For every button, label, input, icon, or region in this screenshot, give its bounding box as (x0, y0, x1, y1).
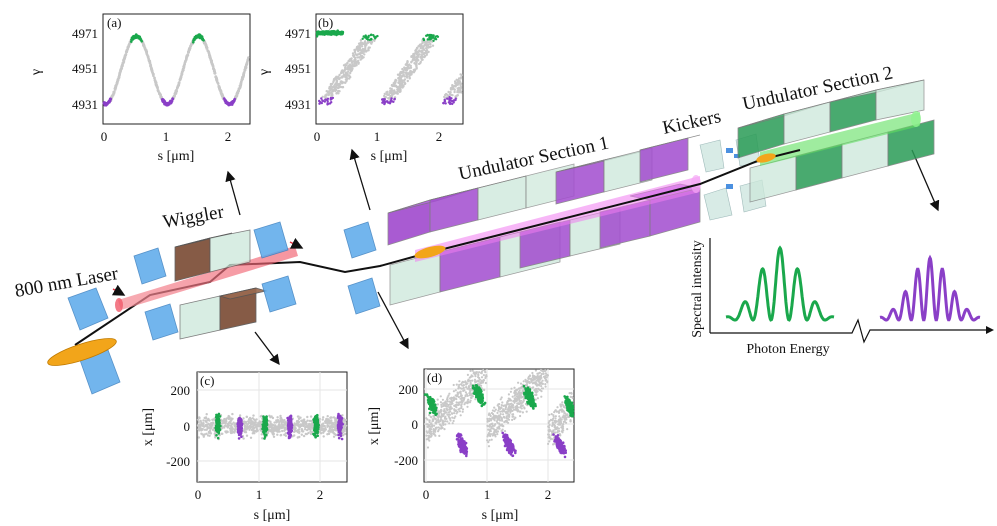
panel-c-ytick-top: 200 (171, 383, 191, 398)
panel-b-xlabel: s [μm] (371, 149, 408, 164)
panel-a-tag: (a) (107, 15, 121, 30)
laser-beam (118, 246, 298, 310)
panel-c-xlabel: s [μm] (254, 508, 291, 523)
arrow-to-panel-a (225, 170, 241, 216)
panel-a-ytick-mid: 4951 (72, 61, 98, 76)
panel-a-xlabel: s [μm] (158, 149, 195, 164)
panel-d-ylabel: x [μm] (367, 407, 382, 445)
arrow-to-panel-d (377, 291, 409, 350)
panel-b-ytick-mid: 4951 (285, 61, 311, 76)
inset-pointer-arrows (225, 148, 940, 366)
panel-a: (a) 4971 4951 4931 γ 0 1 2 s [μm] (29, 13, 251, 164)
panel-c-ytick-mid: 0 (184, 419, 191, 434)
undulator-1-upper-row (387, 134, 701, 246)
spectrum-green-peaks (725, 245, 835, 322)
arrow-to-panel-c (254, 331, 280, 366)
panel-a-ylabel: γ (29, 69, 44, 76)
panel-d-green-particles (423, 384, 575, 418)
panel-a-purple-particles (102, 97, 236, 107)
panel-a-xtick-1: 1 (163, 129, 170, 144)
arrow-to-spectrum (911, 149, 940, 212)
panel-c-xtick-0: 0 (195, 487, 202, 502)
spectrum-plot: Spectral intensity Photon Energy (690, 238, 994, 357)
panel-d-purple-particles (455, 431, 567, 459)
panel-d-ytick-mid: 0 (412, 417, 419, 432)
laser-label: 800 nm Laser (13, 263, 120, 302)
panel-a-green-particles (130, 33, 205, 44)
panel-b-xtick-0: 0 (314, 129, 321, 144)
electron-bunch-undulator-1 (414, 245, 446, 259)
panel-c-purple-particles (236, 412, 345, 441)
panel-d-xlabel: s [μm] (482, 508, 519, 523)
panel-c-ytick-bottom: -200 (166, 454, 190, 469)
panel-d: (d) 200 0 -200 x [μm] 0 1 2 s [μm] (367, 368, 575, 523)
panel-d-xtick-2: 2 (545, 487, 552, 502)
spectrum-ylabel: Spectral intensity (690, 240, 705, 338)
panel-a-ytick-top: 4971 (72, 26, 98, 41)
wiggler-label: Wiggler (161, 201, 226, 232)
panel-b-purple-particles (318, 96, 457, 106)
spectrum-xlabel: Photon Energy (746, 342, 829, 357)
panel-c-tag: (c) (200, 373, 214, 388)
undulator-section-2 (737, 79, 935, 203)
panel-a-frame (102, 13, 251, 125)
kickers-label: Kickers (661, 106, 723, 139)
panel-b-gray-particles (321, 38, 463, 101)
panel-c: (c) 200 0 -200 x [μm] 0 1 2 s [μm] (141, 371, 348, 523)
panel-d-xtick-1: 1 (484, 487, 491, 502)
panel-d-ytick-bottom: -200 (394, 453, 418, 468)
panel-d-xtick-0: 0 (423, 487, 430, 502)
undulator-section-1 (387, 134, 701, 306)
panel-b-green-particles (315, 29, 440, 42)
panel-b-ytick-top: 4971 (285, 26, 311, 41)
panel-c-xtick-1: 1 (256, 487, 263, 502)
electron-bunch-input (47, 338, 117, 366)
panel-d-ytick-top: 200 (399, 382, 419, 397)
panel-a-xtick-0: 0 (101, 129, 108, 144)
laser-line (111, 237, 304, 312)
panel-d-tag: (d) (427, 370, 442, 385)
panel-a-ytick-bottom: 4931 (72, 97, 98, 112)
spectrum-x-axis (710, 318, 990, 344)
undulator-2-radiation-beam (760, 112, 920, 166)
panel-b-ytick-bottom: 4931 (285, 97, 311, 112)
blue-cubes (67, 221, 381, 395)
panel-b-xtick-1: 1 (374, 129, 381, 144)
arrow-to-panel-b (349, 148, 371, 211)
panel-a-xtick-2: 2 (225, 129, 232, 144)
wiggler (174, 229, 268, 340)
electron-bunch-undulator-2 (756, 153, 776, 163)
panel-b-ylabel: γ (257, 69, 272, 76)
panel-c-ylabel: x [μm] (141, 408, 156, 446)
spectrum-purple-peaks (879, 254, 981, 322)
undulator-1-radiation-beam (415, 176, 700, 262)
panel-b: (b) 4971 4951 4931 γ 0 1 2 s [μm] (257, 13, 464, 164)
panel-c-xtick-2: 2 (317, 487, 324, 502)
panel-b-xtick-2: 2 (436, 129, 443, 144)
panel-b-tag: (b) (318, 15, 333, 30)
panel-c-green-particles (214, 412, 320, 440)
